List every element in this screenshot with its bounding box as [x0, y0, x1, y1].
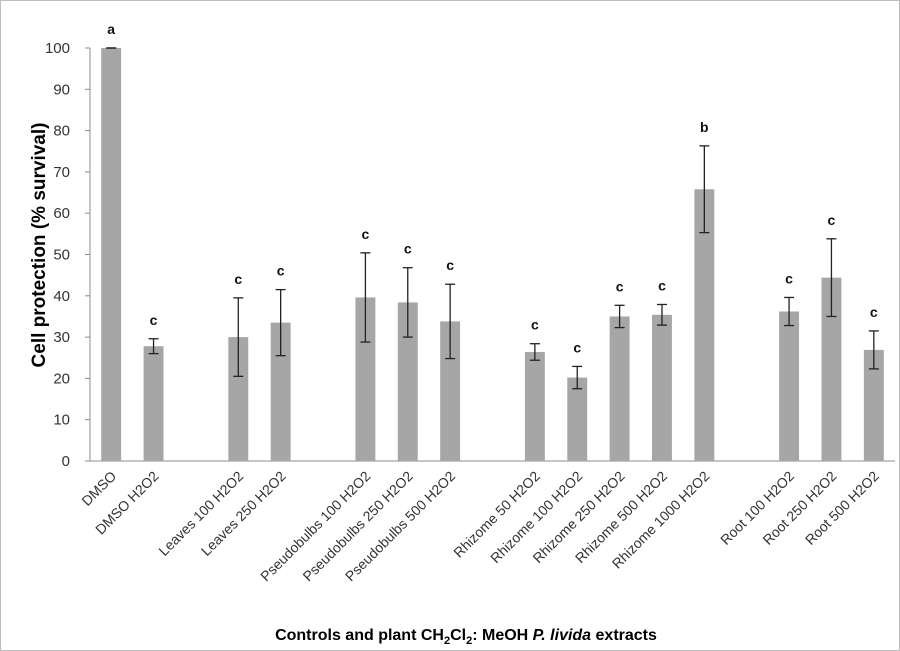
bar [567, 377, 588, 461]
bar [397, 302, 418, 461]
bar [821, 277, 842, 461]
y-tick-label: 60 [53, 205, 70, 222]
y-tick-label: 80 [53, 123, 70, 140]
significance-label: a [107, 21, 115, 37]
y-tick-label: 90 [53, 81, 70, 98]
significance-label: c [150, 312, 158, 328]
significance-label: c [361, 226, 369, 242]
x-axis-title-end: extracts [591, 627, 657, 644]
bar [228, 337, 249, 461]
bar [524, 351, 545, 461]
significance-label: c [616, 278, 624, 294]
y-tick-label: 30 [53, 329, 70, 346]
bar [270, 322, 291, 461]
bars: a c c c c c c c c c c b c c c [101, 21, 884, 461]
y-tick-label: 100 [45, 40, 70, 57]
significance-label: c [234, 271, 242, 287]
x-axis-title-sub2: 2 [466, 635, 472, 647]
bar [355, 297, 376, 461]
significance-label: c [446, 257, 454, 273]
y-tick-label: 20 [53, 370, 70, 387]
significance-label: c [573, 339, 581, 355]
x-axis-title-mid: Cl [450, 627, 466, 644]
x-axis-title-sub1: 2 [444, 635, 450, 647]
bar [609, 316, 630, 461]
y-axis: 0 10 20 30 40 50 60 70 80 90 100 [45, 40, 91, 470]
significance-label: c [785, 270, 793, 286]
significance-label: c [828, 212, 836, 228]
y-tick-label: 70 [53, 164, 70, 181]
x-axis-title-italic: P. livida [533, 627, 592, 644]
y-tick-label: 10 [53, 412, 70, 429]
y-tick-label: 40 [53, 288, 70, 305]
significance-label: c [277, 263, 285, 279]
significance-label: b [700, 119, 709, 135]
bar [440, 321, 461, 461]
significance-label: c [531, 317, 539, 333]
bar [779, 311, 800, 461]
x-tick-label: Root 100 H2O2 [717, 468, 797, 548]
x-tick-label: Root 500 H2O2 [802, 468, 882, 548]
y-axis-title: Cell protection (% survival) [29, 123, 50, 368]
significance-label: c [404, 241, 412, 257]
bar [101, 48, 122, 461]
x-tick-label: Root 250 H2O2 [759, 468, 839, 548]
x-axis-title: Controls and plant CH2Cl2: MeOH P. livid… [275, 627, 657, 647]
x-tick-label: DMSO [78, 468, 119, 509]
bar [652, 314, 672, 461]
significance-label: c [658, 277, 666, 293]
x-axis-title-suffix: : MeOH [472, 627, 532, 644]
y-tick-label: 50 [53, 247, 70, 264]
bar [143, 346, 164, 461]
x-axis-title-prefix: Controls and plant CH [275, 627, 444, 644]
bar [694, 189, 715, 461]
bar [863, 349, 884, 461]
significance-label: c [870, 304, 878, 320]
y-tick-label: 0 [62, 453, 70, 470]
